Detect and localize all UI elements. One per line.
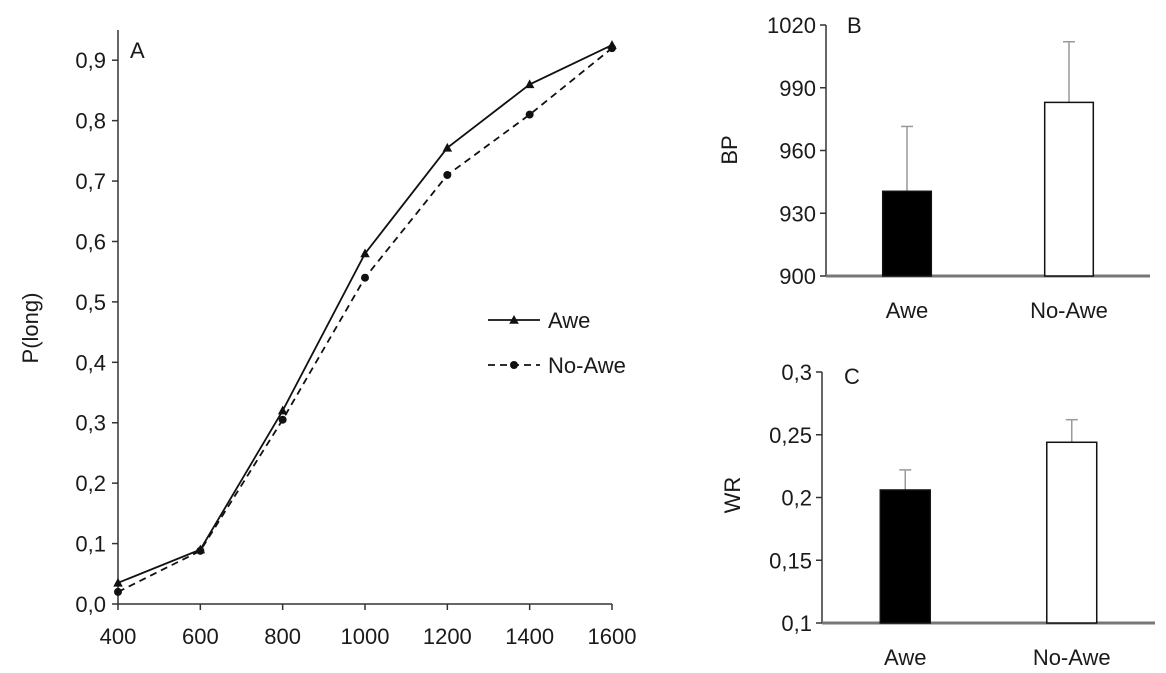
panel-b-y-axis-title: BP	[717, 135, 742, 164]
data-point-no-awe	[443, 171, 452, 180]
series-line-awe	[117, 44, 613, 584]
data-point-awe	[524, 79, 535, 89]
panel-a-series	[113, 40, 617, 596]
panel-b-y-tick-label: 900	[779, 264, 816, 289]
panel-b-category-label-no-awe: No-Awe	[1030, 298, 1108, 323]
panel-a-y-tick-label: 0,4	[75, 350, 106, 375]
panel-a-x-tick-label: 400	[100, 624, 137, 649]
panel-a-y-tick-label: 0,7	[75, 169, 106, 194]
panel-c-content: 0,1 0,15 0,2 0,25 0,3 Awe No-Awe	[769, 360, 1155, 670]
panel-a-x-tick-label: 600	[182, 624, 219, 649]
legend-marker-no-awe	[510, 361, 518, 369]
panel-a-x-tick-label: 1000	[341, 624, 390, 649]
data-point-no-awe	[196, 546, 205, 555]
panel-a-x-tick-label: 800	[264, 624, 301, 649]
data-point-awe	[277, 405, 288, 415]
data-point-awe	[442, 142, 453, 152]
panel-b-content: 900 930 960 990 1020 Awe No-Awe	[767, 13, 1150, 323]
panel-c-y-tick-label: 0,25	[769, 423, 812, 448]
panel-b-bar-no-awe	[1043, 101, 1095, 277]
data-point-no-awe	[278, 415, 287, 424]
legend-label-awe: Awe	[548, 308, 590, 333]
data-point-awe	[113, 577, 123, 587]
panel-a-y-axis-title: P(long)	[18, 293, 43, 364]
panel-a-y-tick-label: 0,5	[75, 290, 106, 315]
legend-label-no-awe: No-Awe	[548, 353, 626, 378]
panel-b-y-tick-label: 990	[779, 76, 816, 101]
panel-a-label: A	[130, 38, 145, 63]
panel-a-axes: 0,0 0,1 0,2 0,3 0,4 0,5 0,6 0,7 0,8 0,9 400 600 800 1…	[75, 30, 636, 649]
panel-c-bar-chart: C WR 0,1 0,15 0,2 0,25 0,3 Awe No-Awe	[720, 360, 1155, 670]
panel-a-y-tick-label: 0,8	[75, 109, 106, 134]
panel-c-y-tick-label: 0,1	[781, 611, 812, 636]
panel-a-y-tick-label: 0,2	[75, 471, 106, 496]
panel-b-bar-chart: B BP 900 930 960 990 1020 Awe No-Awe	[717, 13, 1150, 323]
data-point-no-awe	[114, 587, 122, 596]
panel-c-y-tick-label: 0,15	[769, 548, 812, 573]
panel-b-category-label-awe: Awe	[886, 298, 928, 323]
legend-marker-awe	[509, 315, 519, 324]
panel-c-bar-no-awe	[1046, 441, 1098, 624]
panel-c-y-tick-label: 0,3	[781, 360, 812, 385]
panel-b-y-tick-label: 930	[779, 201, 816, 226]
data-point-awe	[360, 248, 370, 258]
panel-c-category-label-awe: Awe	[884, 645, 926, 670]
panel-b-y-tick-label: 960	[779, 139, 816, 164]
data-point-no-awe	[608, 44, 616, 53]
panel-c-y-axis-title: WR	[720, 477, 745, 514]
panel-c-y-tick-label: 0,2	[781, 486, 812, 511]
data-point-no-awe	[361, 273, 369, 282]
panel-a-y-tick-label: 0,6	[75, 229, 106, 254]
data-point-no-awe	[525, 110, 534, 119]
panel-b-y-tick-label: 1020	[767, 13, 816, 38]
panel-b-label: B	[847, 13, 862, 38]
panel-c-bar-awe	[879, 489, 931, 624]
panel-a-y-tick-label: 0,1	[75, 532, 106, 557]
panel-a-y-tick-label: 0,9	[75, 48, 106, 73]
panel-a-line-chart: A P(long) 0,0 0,1 0,2 0,3 0,4 0,5 0,6 0,7 0,8 0,9…	[18, 30, 636, 649]
panel-c-label: C	[844, 364, 860, 389]
panel-a-x-tick-label: 1400	[505, 624, 554, 649]
panel-a-y-tick-label: 0,3	[75, 411, 106, 436]
panel-a-legend: Awe No-Awe	[488, 308, 626, 378]
panel-a-y-tick-label: 0,0	[75, 592, 106, 617]
panel-b-bar-awe	[881, 190, 933, 277]
panel-a-x-tick-label: 1600	[588, 624, 637, 649]
panel-c-category-label-no-awe: No-Awe	[1033, 645, 1111, 670]
panel-a-x-tick-label: 1200	[423, 624, 472, 649]
